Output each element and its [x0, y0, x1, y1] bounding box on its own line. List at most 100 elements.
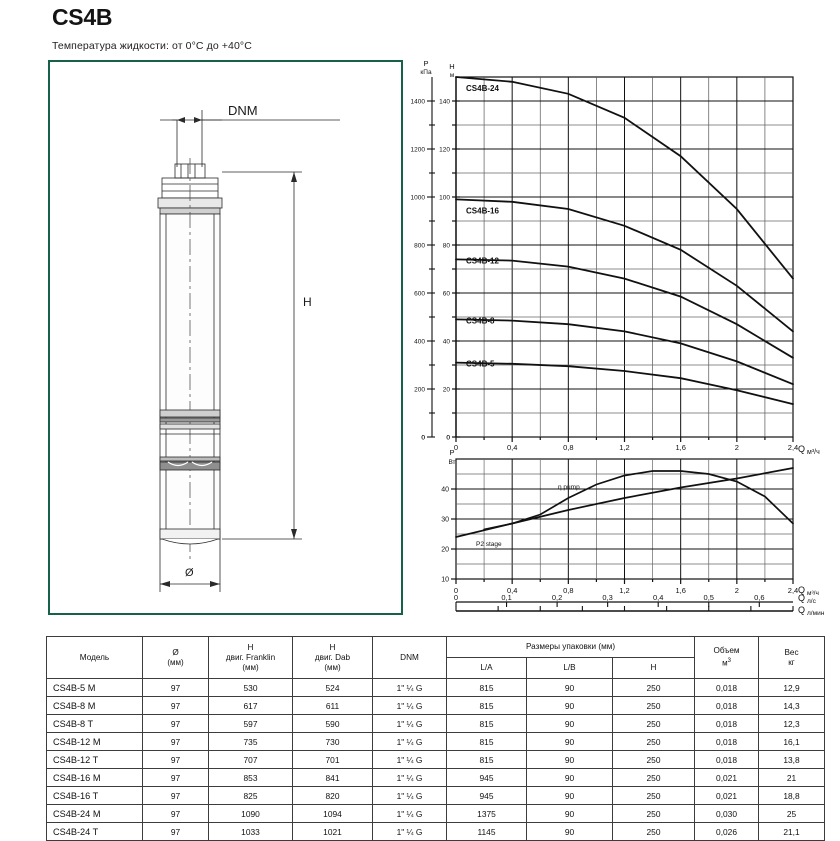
- svg-text:1,6: 1,6: [675, 586, 685, 595]
- svg-text:15: 15: [578, 613, 586, 615]
- cell-vol: 0,018: [694, 678, 760, 697]
- svg-text:10: 10: [536, 613, 544, 615]
- cell-hd: 841: [292, 768, 373, 787]
- col-header-volume-l1: Объем: [713, 646, 740, 656]
- svg-text:0,8: 0,8: [563, 443, 573, 452]
- cell-dnm: 1" ¼ G: [372, 732, 447, 751]
- performance-charts: 0 20 40 60 80 100 120 140 0 H м 0 200 400 600 800 100…: [408, 55, 828, 615]
- cell-la: 815: [446, 732, 527, 751]
- cell-d: 97: [142, 678, 209, 697]
- cell-d: 97: [142, 804, 209, 823]
- curve-cs4b-16: [455, 198, 794, 333]
- diameter-dimension-label: Ø: [185, 567, 194, 579]
- table-row: CS4B-12 T 97 707 701 1" ¼ G 815 90 250 0,018 13,8: [46, 750, 826, 769]
- cell-d: 97: [142, 786, 209, 805]
- svg-text:1400: 1400: [411, 99, 426, 106]
- cell-vol: 0,018: [694, 750, 760, 769]
- cell-vol: 0,021: [694, 786, 760, 805]
- cell-d: 97: [142, 822, 209, 841]
- liquid-temperature-note: Температура жидкости: от 0°C до +40°C: [52, 40, 252, 52]
- axis-label-h: H: [449, 62, 454, 71]
- col-header-h-franklin-l1: H: [247, 642, 254, 652]
- cell-dnm: 1" ¼ G: [372, 696, 447, 715]
- axis-label-q-m3h: Q: [798, 585, 805, 595]
- col-header-volume: Объем м3: [694, 636, 760, 679]
- col-header-pack-h: H: [611, 657, 696, 679]
- table-row: CS4B-16 M 97 853 841 1" ¼ G 945 90 250 0,021 21: [46, 768, 826, 787]
- cell-wt: 14,3: [758, 696, 826, 715]
- cell-hd: 1021: [292, 822, 373, 841]
- cell-la: 815: [446, 678, 527, 697]
- curve-label-p2-stage: P2 stage: [476, 541, 502, 548]
- cell-d: 97: [142, 768, 209, 787]
- cell-la: 1145: [446, 822, 527, 841]
- cell-lb: 90: [526, 822, 613, 841]
- col-header-diameter-unit: (мм): [167, 657, 184, 667]
- col-header-dnm: DNM: [372, 636, 447, 679]
- svg-text:60: 60: [443, 291, 451, 298]
- curve-label-cs4b-8: CS4B-8: [466, 316, 495, 325]
- svg-text:0: 0: [421, 435, 425, 442]
- cell-wt: 12,3: [758, 714, 826, 733]
- svg-text:120: 120: [439, 147, 450, 154]
- curve-label-cs4b-16: CS4B-16: [466, 206, 499, 215]
- col-header-h-dab-l3: (мм): [324, 662, 341, 672]
- cell-h: 250: [611, 822, 696, 841]
- cell-dnm: 1" ¼ G: [372, 822, 447, 841]
- svg-text:0: 0: [454, 586, 458, 595]
- axis-label-p-bottom: P: [449, 448, 454, 457]
- cell-lb: 90: [526, 696, 613, 715]
- cell-model: CS4B-24 M: [46, 804, 143, 823]
- curve-p2-stage: [455, 467, 794, 538]
- cell-lb: 90: [526, 804, 613, 823]
- cell-hf: 597: [208, 714, 293, 733]
- svg-text:35: 35: [747, 613, 755, 615]
- axis-unit-q-lmin: л/мин: [807, 610, 825, 615]
- svg-text:1,6: 1,6: [675, 443, 685, 452]
- col-header-packaging-group: Размеры упаковки (мм): [445, 636, 696, 658]
- col-header-diameter-symbol: Ø: [172, 647, 179, 657]
- svg-text:2,4: 2,4: [788, 443, 798, 452]
- cell-d: 97: [142, 714, 209, 733]
- svg-text:25: 25: [662, 613, 670, 615]
- col-header-h-dab-l2: двиг. Dab: [314, 652, 351, 662]
- svg-text:1,2: 1,2: [619, 586, 629, 595]
- svg-text:2: 2: [735, 586, 739, 595]
- col-header-diameter: Ø (мм): [142, 636, 209, 679]
- cell-hd: 1094: [292, 804, 373, 823]
- col-header-h-dab: H двиг. Dab (мм): [292, 636, 373, 679]
- svg-text:40: 40: [789, 613, 797, 615]
- cell-la: 945: [446, 786, 527, 805]
- svg-text:10: 10: [441, 577, 449, 584]
- cell-hd: 611: [292, 696, 373, 715]
- cell-wt: 16,1: [758, 732, 826, 751]
- cell-lb: 90: [526, 678, 613, 697]
- cell-la: 815: [446, 714, 527, 733]
- table-row: CS4B-16 T 97 825 820 1" ¼ G 945 90 250 0,021 18,8: [46, 786, 826, 805]
- curve-cs4b-24: [455, 76, 794, 280]
- curve--pump: [483, 470, 794, 531]
- curve-cs4b-12: [455, 258, 794, 359]
- svg-text:20: 20: [620, 613, 628, 615]
- specifications-table-wrapper: Модель Ø (мм) H двиг. Franklin (мм) H дв…: [46, 636, 826, 841]
- cell-lb: 90: [526, 786, 613, 805]
- svg-text:20: 20: [441, 547, 449, 554]
- cell-wt: 13,8: [758, 750, 826, 769]
- svg-text:2: 2: [735, 443, 739, 452]
- cell-hf: 617: [208, 696, 293, 715]
- cell-hf: 1090: [208, 804, 293, 823]
- cell-h: 250: [611, 768, 696, 787]
- table-row: CS4B-5 M 97 530 524 1" ¼ G 815 90 250 0,018 12,9: [46, 678, 826, 697]
- cell-wt: 12,9: [758, 678, 826, 697]
- col-header-h-franklin-l3: (мм): [242, 662, 259, 672]
- cell-dnm: 1" ¼ G: [372, 768, 447, 787]
- cell-h: 250: [611, 696, 696, 715]
- svg-text:30: 30: [705, 613, 713, 615]
- page-header: CS4B Температура жидкости: от 0°C до +40…: [52, 2, 652, 52]
- cell-dnm: 1" ¼ G: [372, 750, 447, 769]
- table-body: CS4B-5 M 97 530 524 1" ¼ G 815 90 250 0,018 12,9 C…: [46, 678, 826, 841]
- cell-vol: 0,018: [694, 696, 760, 715]
- table-subheader-row: L/A L/B H: [47, 657, 825, 679]
